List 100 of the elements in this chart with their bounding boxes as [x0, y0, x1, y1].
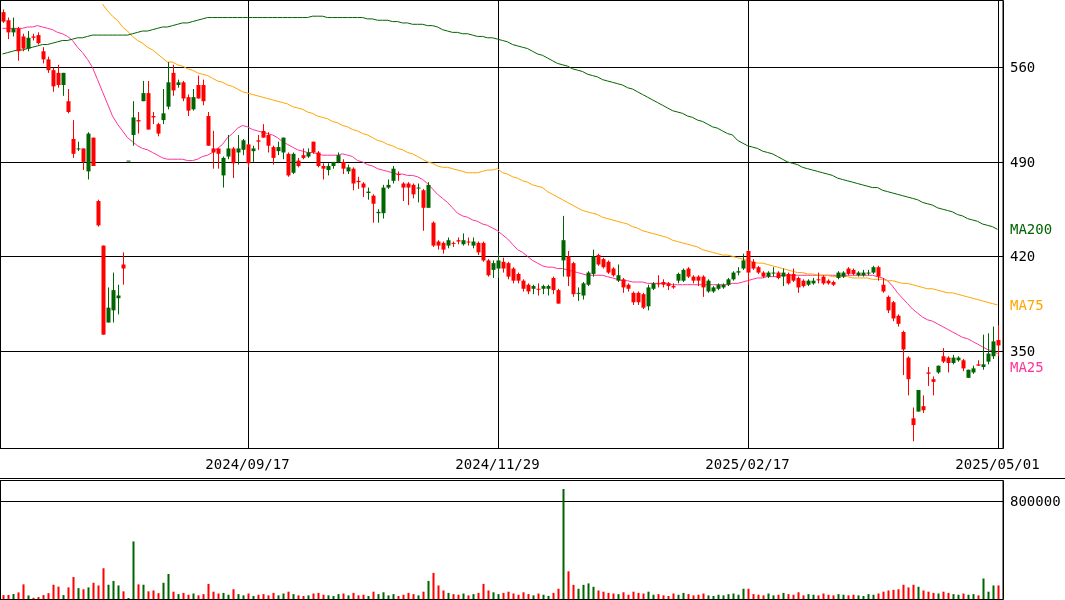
y-tick-label: 420	[1010, 248, 1036, 265]
bar	[337, 594, 340, 599]
candlestick	[981, 334, 986, 371]
bar	[447, 592, 450, 599]
bar	[572, 584, 575, 599]
bar	[702, 593, 705, 599]
bar	[312, 593, 315, 599]
bar	[87, 587, 90, 599]
bar	[72, 577, 75, 599]
bar	[357, 595, 360, 599]
bar	[302, 595, 305, 599]
bar	[347, 595, 350, 599]
bar	[387, 595, 390, 599]
x-tick-label: 2024/11/29	[455, 455, 540, 472]
candlestick	[226, 134, 231, 160]
bar	[27, 595, 30, 599]
bar	[392, 594, 395, 599]
bar	[977, 595, 980, 599]
bar	[92, 582, 95, 599]
candlestick	[701, 274, 706, 298]
bar	[367, 595, 370, 599]
bar	[247, 593, 250, 599]
bar	[592, 586, 595, 599]
bar	[292, 594, 295, 599]
bar	[662, 595, 665, 599]
bar	[317, 592, 320, 599]
candlestick	[221, 156, 226, 189]
bar	[152, 590, 155, 599]
bar	[797, 592, 800, 599]
bar	[712, 595, 715, 599]
bar	[372, 591, 375, 599]
bar	[952, 594, 955, 599]
series-label: MA75	[1010, 296, 1044, 313]
candlestick	[481, 241, 486, 263]
y-tick-label: 490	[1010, 153, 1036, 170]
bar	[837, 594, 840, 599]
bar	[67, 587, 70, 599]
bar	[882, 591, 885, 599]
bar	[612, 593, 615, 599]
bar	[582, 584, 585, 599]
candlestick	[906, 355, 911, 396]
bar	[897, 589, 900, 599]
candlestick	[996, 324, 1001, 357]
bar	[707, 595, 710, 599]
candlestick	[771, 266, 776, 278]
x-tick-label: 2025/02/17	[705, 455, 790, 472]
bar	[217, 593, 220, 599]
bar	[522, 592, 525, 599]
bar	[982, 578, 985, 599]
bar	[687, 594, 690, 599]
bar	[822, 593, 825, 599]
bar	[912, 584, 915, 599]
bar	[667, 595, 670, 599]
x-tick-label: 2025/05/01	[955, 455, 1040, 472]
bar	[632, 591, 635, 599]
candlestick	[171, 64, 176, 97]
series-label: MA25	[1010, 359, 1044, 376]
bar	[877, 593, 880, 599]
bar	[487, 590, 490, 599]
line-series	[102, 3, 998, 306]
candlestick	[496, 253, 501, 279]
bar	[232, 589, 235, 599]
bar	[902, 584, 905, 599]
bar	[832, 595, 835, 599]
candlestick	[66, 88, 71, 114]
bar	[97, 585, 100, 599]
bar	[557, 588, 560, 599]
candlestick	[291, 151, 296, 175]
bar	[22, 584, 25, 599]
bar	[602, 591, 605, 599]
bar	[342, 593, 345, 599]
candlestick	[931, 375, 936, 396]
bar	[987, 591, 990, 599]
x-tick-label: 2024/09/17	[205, 455, 290, 472]
series-label: MA200	[1010, 221, 1053, 238]
bar	[962, 593, 965, 599]
bar	[107, 584, 110, 599]
bar	[577, 588, 580, 599]
bar	[207, 583, 210, 599]
bar	[937, 593, 940, 599]
bar	[512, 593, 515, 599]
bar	[642, 593, 645, 599]
bar	[747, 588, 750, 599]
bar	[782, 592, 785, 599]
bar	[767, 593, 770, 599]
bar	[42, 595, 45, 599]
bar	[122, 591, 125, 599]
bar	[242, 595, 245, 599]
candlestick	[121, 251, 126, 286]
bar	[567, 571, 570, 599]
bar	[617, 594, 620, 599]
bar	[817, 595, 820, 599]
bar	[942, 591, 945, 599]
bar	[282, 593, 285, 599]
bar	[682, 592, 685, 599]
bar	[947, 592, 950, 599]
line-series	[2, 15, 998, 230]
bar	[117, 585, 120, 599]
candlestick	[426, 181, 431, 209]
bar	[537, 593, 540, 599]
